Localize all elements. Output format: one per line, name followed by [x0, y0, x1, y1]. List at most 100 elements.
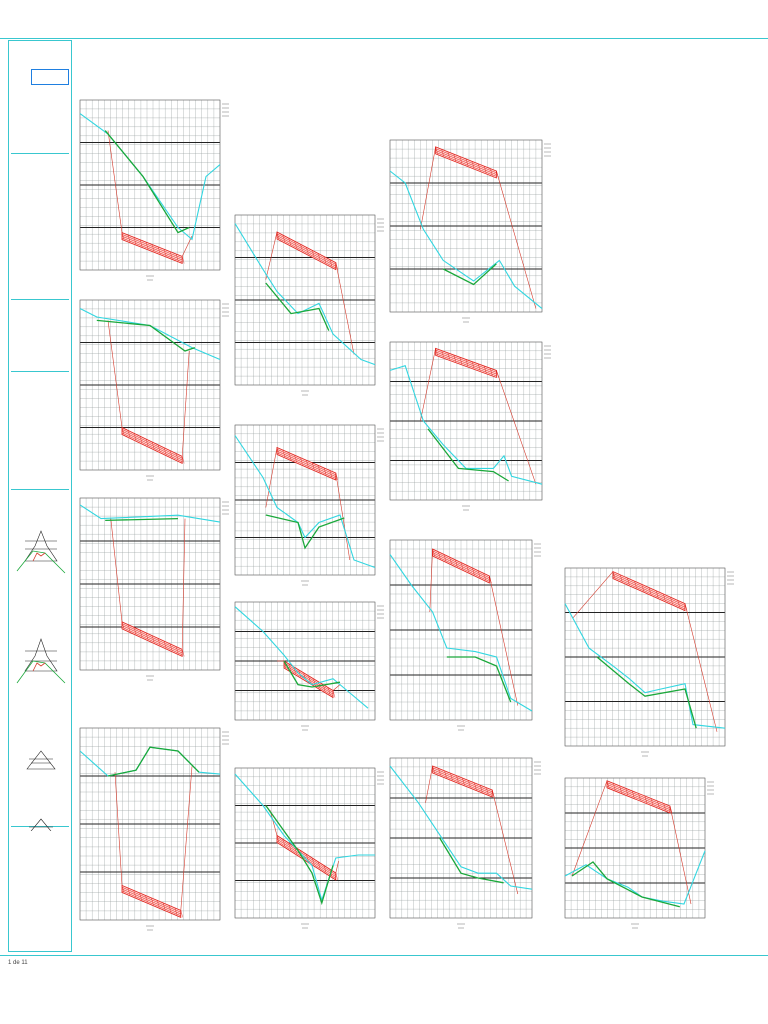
elevation-annotations: [377, 218, 384, 232]
profile-grid: [564, 777, 706, 919]
slope-line: [572, 571, 614, 618]
profile-caption: [146, 475, 154, 481]
profile-caption: [462, 505, 470, 511]
design-profile-line: [446, 656, 512, 703]
profile-panel: [564, 777, 714, 936]
red-section-block: [283, 660, 336, 699]
slope-line: [496, 170, 537, 309]
profile-panel: [389, 757, 541, 936]
slope-line: [107, 320, 123, 428]
profile-panel: [234, 767, 384, 936]
title-block-divider: [11, 299, 69, 300]
elevation-annotations: [727, 571, 734, 585]
slope-line: [181, 350, 190, 457]
profile-grid: [79, 497, 221, 671]
slope-line: [496, 370, 537, 485]
profile-caption: [301, 390, 309, 396]
profile-panel: [389, 139, 551, 330]
slope-line: [335, 262, 355, 355]
elevation-annotations: [377, 428, 384, 442]
company-logo: [31, 69, 69, 85]
profile-caption: [641, 751, 649, 757]
profile-grid: [234, 214, 376, 386]
elevation-annotations: [707, 781, 714, 795]
design-profile-line: [265, 282, 330, 331]
slope-line: [420, 146, 436, 230]
slope-line: [489, 575, 519, 706]
profile-caption: [301, 725, 309, 731]
red-section-block: [276, 446, 338, 481]
design-profile-line: [427, 428, 509, 482]
profile-grid: [79, 727, 221, 921]
design-profile-line: [283, 660, 341, 688]
red-section-block: [276, 834, 338, 881]
profile-panel: [564, 567, 734, 764]
title-block-divider: [11, 826, 69, 827]
title-block-divider: [11, 489, 69, 490]
red-section-block: [121, 621, 185, 657]
profile-panel: [389, 539, 541, 738]
profile-panel: [234, 601, 384, 738]
slope-line: [110, 518, 123, 622]
slope-line: [114, 772, 123, 886]
slope-line: [425, 765, 433, 803]
terrain-line: [389, 554, 533, 712]
terrain-line: [234, 223, 376, 366]
red-section-block: [432, 548, 492, 584]
elevation-annotations: [222, 103, 229, 117]
slope-line: [684, 603, 718, 732]
terrain-line: [564, 603, 726, 729]
slope-line: [269, 809, 278, 836]
terrain-line: [234, 606, 369, 709]
slope-line: [181, 235, 193, 257]
sheet-border-bottom: [0, 955, 768, 956]
elevation-annotations: [534, 543, 541, 557]
sheet-page-code: 1 de 11: [8, 960, 28, 966]
elevation-annotations: [534, 761, 541, 775]
title-block-divider: [11, 371, 69, 372]
profile-grid: [79, 299, 221, 471]
elevation-annotations: [377, 771, 384, 785]
profile-caption: [631, 923, 639, 929]
design-profile-line: [265, 805, 334, 906]
profile-panel: [79, 497, 229, 688]
profile-caption: [146, 925, 154, 931]
terrain-line: [389, 765, 533, 890]
cross-section-sketch: [16, 530, 66, 831]
profile-panel: [79, 299, 229, 488]
slope-line: [571, 780, 608, 877]
elevation-annotations: [222, 303, 229, 317]
terrain-line: [234, 773, 375, 902]
profile-grid: [389, 139, 543, 313]
slope-line: [335, 472, 351, 561]
slope-line: [180, 766, 193, 911]
profile-caption: [457, 923, 465, 929]
profile-grid: [234, 767, 376, 919]
red-section-block: [121, 426, 185, 465]
profile-grid: [234, 601, 376, 721]
profile-panel: [234, 214, 384, 403]
red-section-block: [606, 780, 673, 814]
red-section-block: [121, 884, 183, 919]
terrain-line: [79, 308, 221, 361]
slope-line: [429, 548, 433, 613]
profile-panel: [79, 99, 229, 288]
design-profile-line: [107, 746, 200, 777]
red-section-block: [612, 570, 688, 612]
terrain-line: [389, 365, 543, 485]
title-block-divider: [11, 153, 69, 154]
terrain-line: [79, 113, 221, 241]
design-profile-line: [96, 319, 196, 352]
slope-line: [181, 518, 186, 650]
design-profile-line: [596, 656, 697, 729]
profile-caption: [462, 317, 470, 323]
elevation-annotations: [222, 501, 229, 515]
design-profile-line: [442, 263, 497, 286]
sheet-border-top: [0, 38, 768, 39]
terrain-line: [389, 170, 543, 310]
design-profile-line: [571, 861, 680, 908]
profile-caption: [457, 725, 465, 731]
design-profile-line: [265, 514, 345, 550]
slope-line: [265, 447, 278, 508]
red-section-block: [435, 146, 499, 179]
